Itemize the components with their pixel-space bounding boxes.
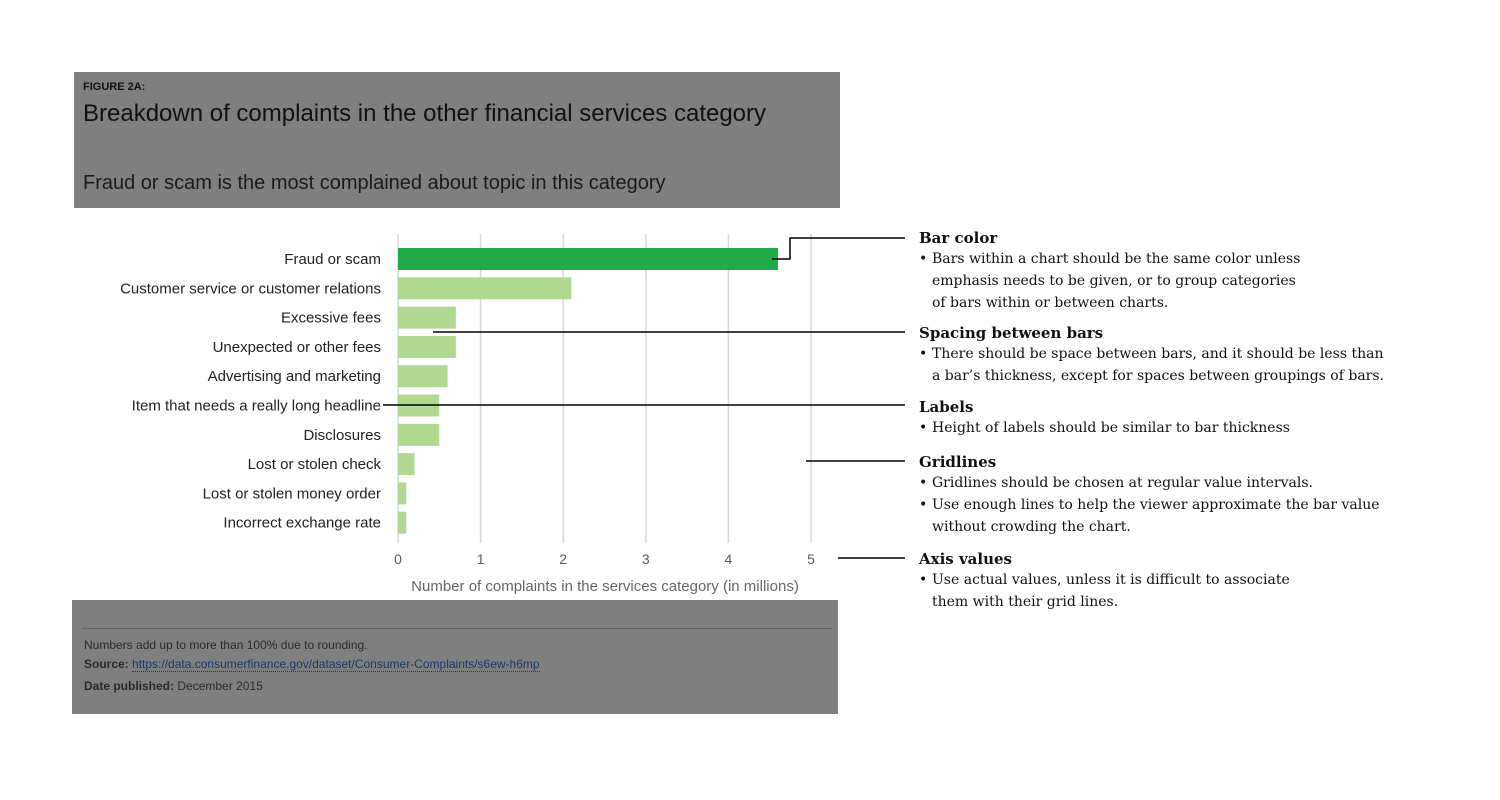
category-label: Disclosures [303,427,381,444]
bar [398,335,456,358]
date-label: Date published: [84,679,175,693]
figure-label: FIGURE 2A: [83,81,146,93]
category-label: Fraud or scam [284,251,381,268]
category-label: Unexpected or other fees [213,339,381,356]
bar [398,394,440,417]
category-label: Item that needs a really long headline [132,398,381,415]
bar [398,306,456,329]
x-axis-label: Number of complaints in the services cat… [411,578,799,595]
figure-subtitle: Fraud or scam is the most complained abo… [83,172,666,194]
x-tick-label: 4 [725,551,733,567]
x-tick-label: 3 [642,551,650,567]
bar [398,248,778,270]
x-tick-label: 2 [559,551,567,567]
bar [398,365,448,388]
x-tick-label: 1 [477,551,485,567]
category-label: Advertising and marketing [208,368,381,385]
figure-title: Breakdown of complaints in the other fin… [83,100,767,127]
source-link[interactable]: https://data.consumerfinance.gov/dataset… [132,657,540,672]
category-label: Incorrect exchange rate [223,515,381,532]
figure-footer: Numbers add up to more than 100% due to … [72,600,838,714]
category-label: Lost or stolen check [248,456,382,473]
note-title: Axis values [919,550,1012,568]
figure-header: FIGURE 2A: Breakdown of complaints in th… [74,72,840,208]
source-label: Source: [84,657,129,671]
note-title: Labels [919,398,974,416]
note-bar-color: Bar color Bars within a chart should be … [919,228,1399,314]
date-value: December 2015 [177,679,263,693]
note-title: Spacing between bars [919,324,1104,342]
bar [398,277,572,300]
note-axis-values: Axis values Use actual values, unless it… [919,549,1399,613]
note-spacing: Spacing between bars There should be spa… [919,323,1399,387]
category-label: Excessive fees [281,310,381,327]
bar-chart: 0 1 2 3 4 5 Fraud or scam Customer service or c… [120,234,815,595]
note-bullet: There should be space between bars, and … [919,343,1392,387]
footer-divider [82,628,832,629]
bar [398,423,440,446]
bar [398,453,415,476]
bar [398,511,407,534]
note-bullet: Bars within a chart should be the same c… [919,248,1307,314]
bar [398,482,407,505]
note-title: Bar color [919,229,998,247]
footer-note: Numbers add up to more than 100% due to … [84,638,368,652]
x-tick-label: 5 [807,551,815,567]
category-label: Lost or stolen money order [203,485,381,502]
x-tick-label: 0 [394,551,402,567]
note-title: Gridlines [919,453,997,471]
note-bullet: Height of labels should be similar to ba… [919,417,1392,439]
note-bullet: Gridlines should be chosen at regular va… [919,472,1387,494]
footer-source: Source: https://data.consumerfinance.gov… [84,657,540,672]
note-bullet: Use enough lines to help the viewer appr… [919,494,1387,538]
note-bullet: Use actual values, unless it is difficul… [919,569,1302,613]
note-gridlines: Gridlines Gridlines should be chosen at … [919,452,1399,538]
category-label: Customer service or customer relations [120,280,381,297]
note-labels: Labels Height of labels should be simila… [919,397,1399,439]
footer-date: Date published: December 2015 [84,679,263,693]
